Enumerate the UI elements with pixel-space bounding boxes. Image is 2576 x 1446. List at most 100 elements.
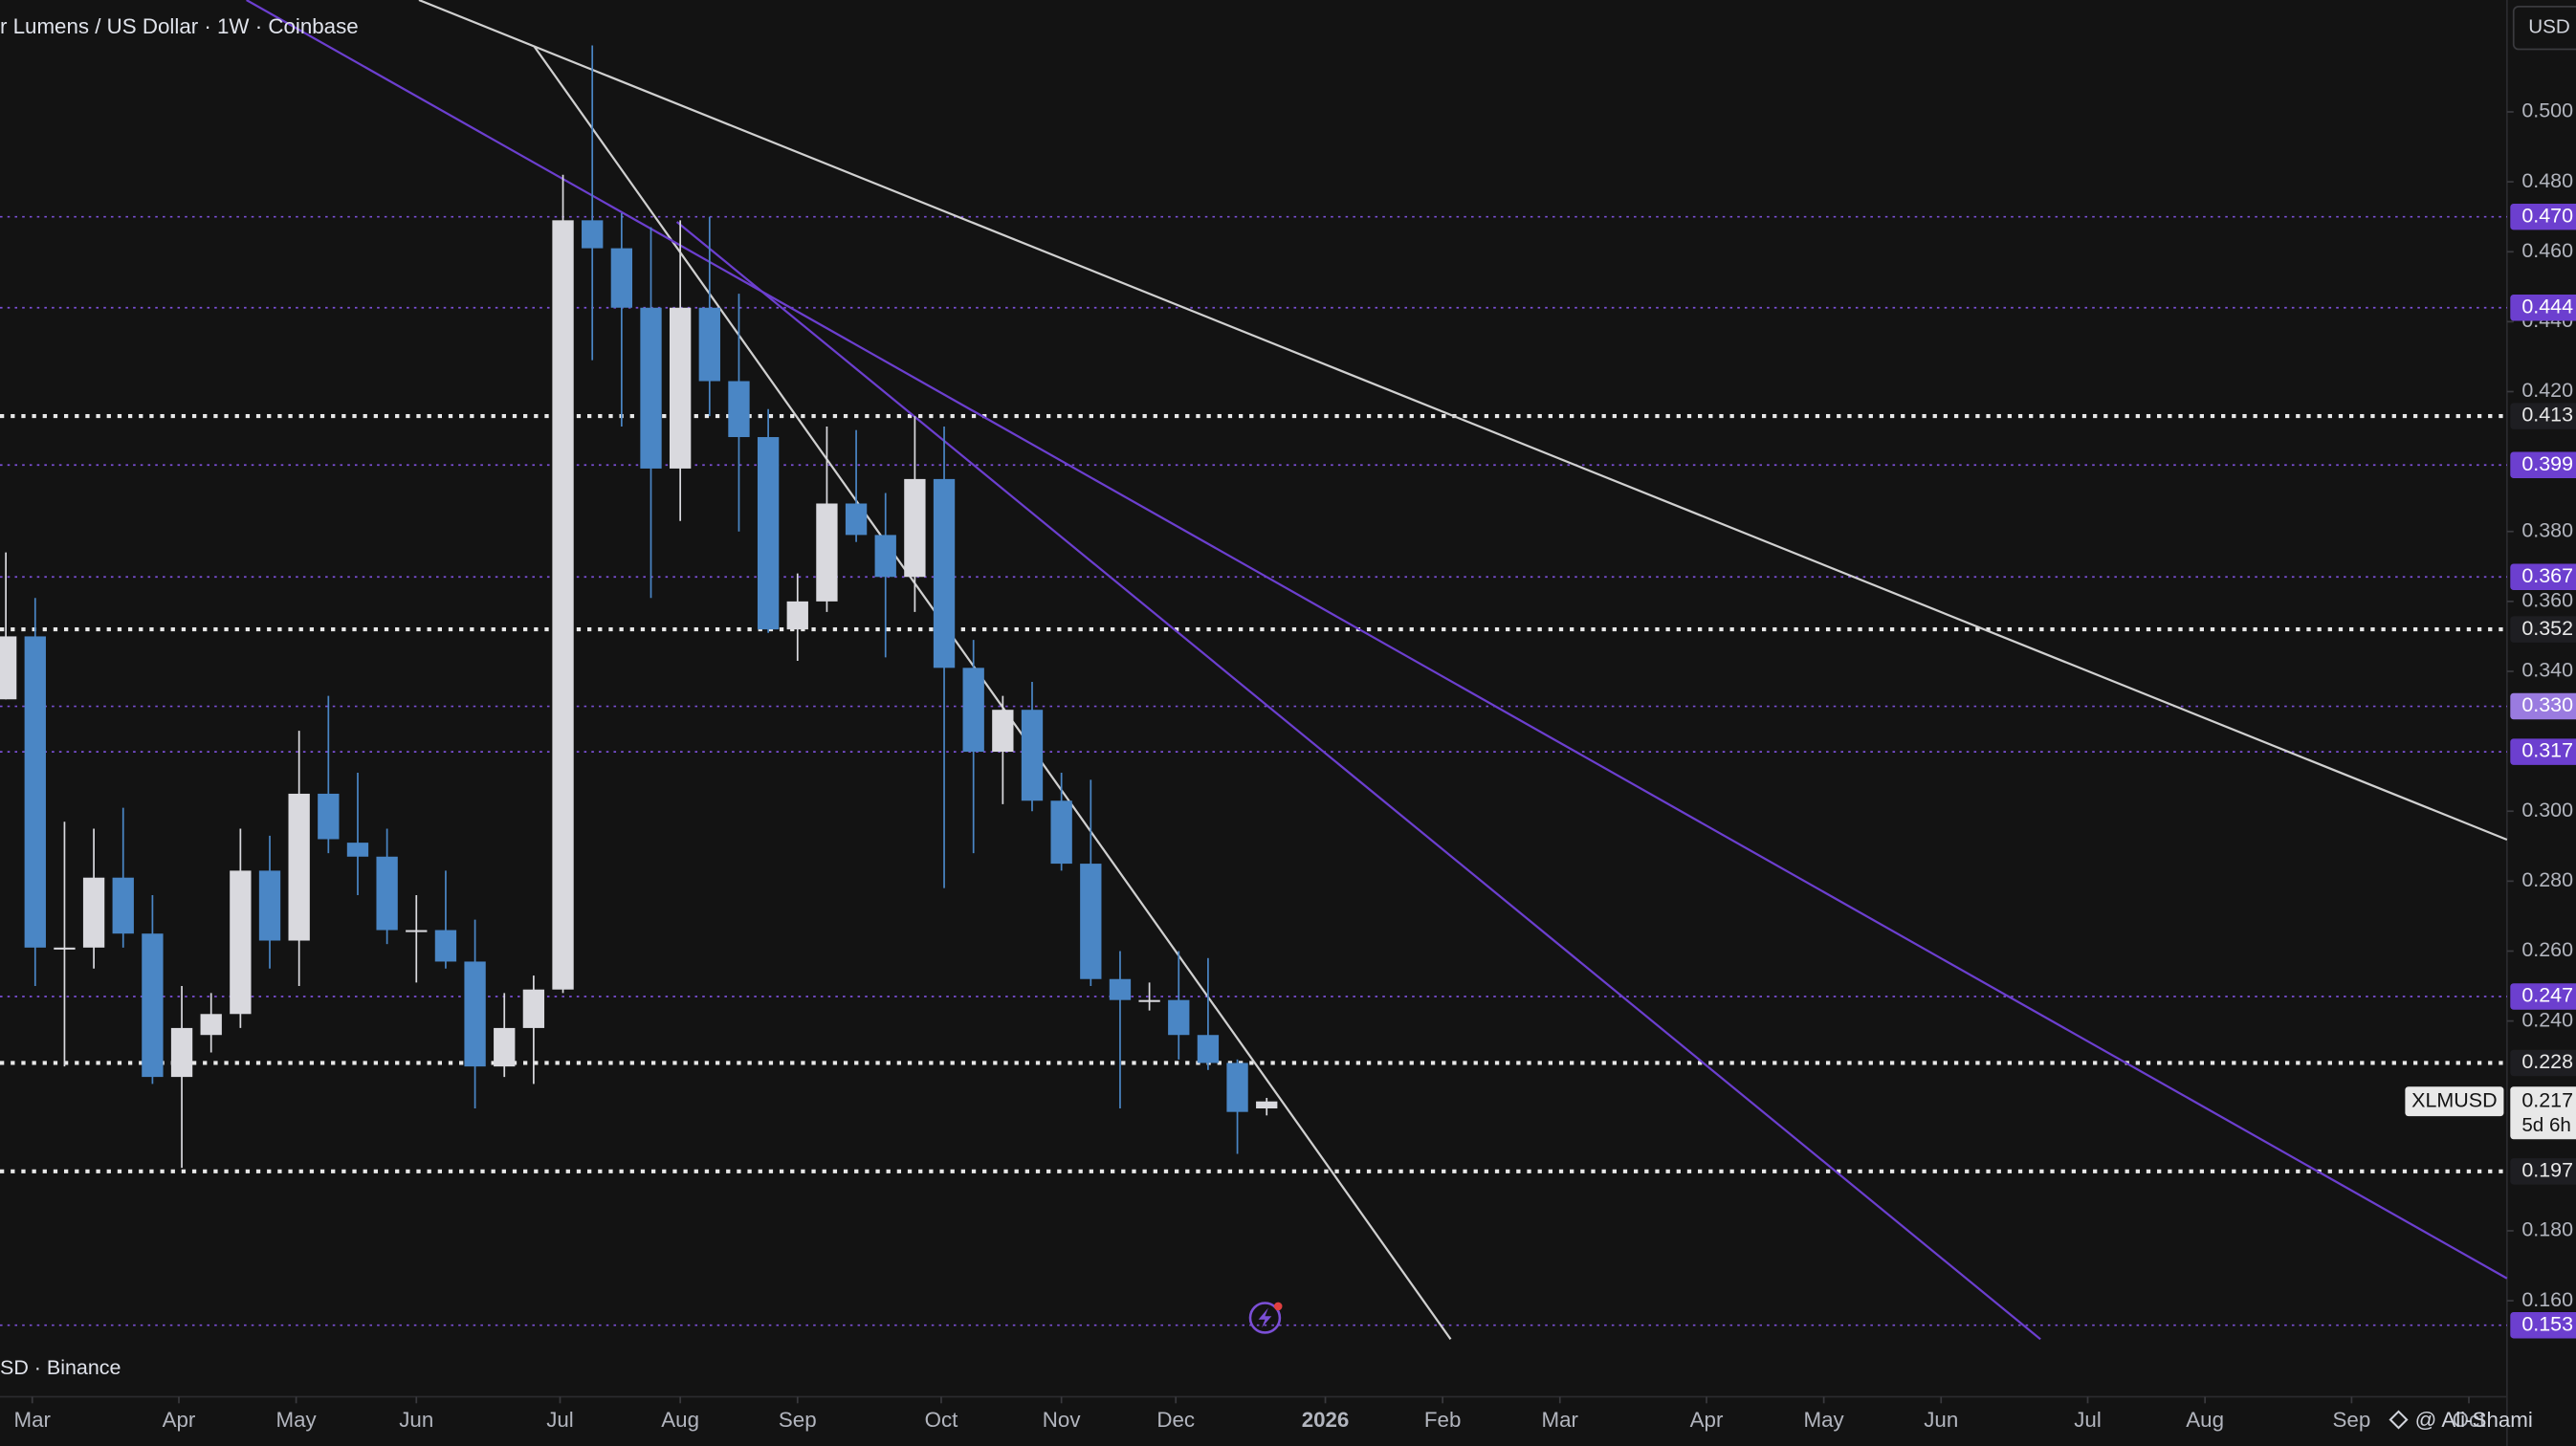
y-tick-label: 0.300 <box>2521 799 2573 822</box>
candle-body <box>874 535 896 578</box>
x-tick-label: 2026 <box>1302 1408 1350 1432</box>
candle-body <box>933 478 956 668</box>
currency[interactable]: USD <box>2528 16 2570 38</box>
last-price-label: 0.217 <box>2521 1088 2573 1111</box>
candle-body <box>698 307 720 382</box>
currency-box[interactable] <box>2512 6 2576 51</box>
level-label: 0.197 <box>2521 1158 2573 1181</box>
y-tick-label: 0.160 <box>2521 1288 2573 1311</box>
level-label: 0.470 <box>2521 204 2573 227</box>
x-tick-label: Nov <box>1043 1408 1082 1432</box>
y-tick-label: 0.500 <box>2521 99 2573 122</box>
y-tick-label: 0.460 <box>2521 239 2573 262</box>
level-label-bg <box>2510 616 2576 643</box>
x-tick-label: Oct <box>925 1408 959 1432</box>
level-label-bg <box>2510 738 2576 765</box>
candle-body <box>1021 710 1044 801</box>
alert-circle[interactable] <box>1248 1302 1282 1334</box>
x-tick-label: May <box>1804 1408 1845 1432</box>
watermark: @ Ali-Shami <box>2415 1408 2533 1432</box>
candle-body <box>962 668 984 753</box>
candle-body <box>757 437 780 630</box>
candle-body <box>170 1027 193 1078</box>
level-label-bg <box>2510 1049 2576 1077</box>
level-label: 0.352 <box>2521 617 2573 640</box>
x-tick-label: Mar <box>1542 1408 1579 1432</box>
symbol-tag-bg <box>2405 1086 2504 1117</box>
level-label: 0.444 <box>2521 295 2573 318</box>
y-tick-label: 0.240 <box>2521 1008 2573 1031</box>
last-price-bg <box>2510 1086 2576 1140</box>
x-tick-label: Mar <box>13 1408 51 1432</box>
candle-body <box>1138 999 1160 1002</box>
levels <box>0 215 2507 1326</box>
x-tick-label: Aug <box>661 1408 699 1432</box>
candle-body <box>786 601 808 630</box>
alert-icon[interactable] <box>1248 1302 1283 1334</box>
settings-icon[interactable] <box>2389 1410 2409 1430</box>
x-tick-label: Jul <box>2074 1408 2102 1432</box>
trend-line <box>418 0 2508 842</box>
level-label: 0.399 <box>2521 452 2573 475</box>
x-tick-label: Apr <box>1690 1408 1724 1432</box>
x-tick-label: Sep <box>2333 1408 2371 1432</box>
candle-body <box>200 1014 222 1036</box>
candles <box>0 45 1278 1169</box>
x-tick-label: Jun <box>1924 1408 1958 1432</box>
level-label: 0.153 <box>2521 1312 2573 1335</box>
level-label: 0.413 <box>2521 404 2573 427</box>
candle-body <box>1197 1035 1220 1063</box>
x-tick-label: Dec <box>1156 1408 1195 1432</box>
candle-body <box>669 307 692 469</box>
candle-body <box>1080 864 1102 979</box>
candle-body <box>992 710 1014 753</box>
candle-body <box>406 930 428 932</box>
x-tick-label: Feb <box>1424 1408 1461 1432</box>
y-tick-label: 0.360 <box>2521 589 2573 612</box>
candle-body <box>288 793 310 941</box>
level-label-bg <box>2510 203 2576 230</box>
x-tick-label: Jul <box>546 1408 574 1432</box>
candle-body <box>1168 999 1190 1036</box>
candle-body <box>640 307 662 469</box>
x-tick-label: Oct <box>2453 1408 2487 1432</box>
countdown: 5d 6h <box>2521 1114 2571 1136</box>
candle-body <box>24 636 46 948</box>
level-label: 0.330 <box>2521 693 2573 716</box>
level-label: 0.367 <box>2521 564 2573 587</box>
trend-line <box>675 221 2041 1341</box>
level-label-bg <box>2510 294 2576 321</box>
candle-body <box>318 793 340 840</box>
y-tick-label: 0.340 <box>2521 659 2573 682</box>
x-tick-label: Jun <box>399 1408 433 1432</box>
candle-body <box>464 961 486 1067</box>
candle-body <box>1050 800 1072 865</box>
level-label-bg <box>2510 403 2576 429</box>
candle-body <box>258 870 281 941</box>
candle-body <box>904 478 926 578</box>
alert-dot[interactable] <box>1273 1302 1283 1311</box>
candle-body <box>376 856 398 931</box>
level-label: 0.317 <box>2521 739 2573 762</box>
trend-line <box>246 0 2508 1280</box>
y-tick-label: 0.180 <box>2521 1218 2573 1241</box>
y-tick-label: 0.280 <box>2521 868 2573 891</box>
level-label-bg <box>2510 983 2576 1010</box>
candle-body <box>816 503 838 602</box>
x-tick-label: Aug <box>2186 1408 2224 1432</box>
overlay-symbol: SD · Binance <box>0 1356 121 1379</box>
candle-body <box>845 503 868 536</box>
level-label-bg <box>2510 1311 2576 1339</box>
candle-body <box>112 877 134 934</box>
axes: 0.5000.4800.4600.4400.4200.3800.3600.340… <box>13 99 2576 1432</box>
x-tick-label: Apr <box>163 1408 196 1432</box>
candle-body <box>610 248 633 308</box>
alert-bolt[interactable] <box>1258 1307 1272 1328</box>
trend-lines <box>246 0 2508 1341</box>
trend-line <box>533 45 1452 1340</box>
candle-body <box>142 933 164 1078</box>
candle-body <box>728 381 750 438</box>
y-tick-label: 0.260 <box>2521 938 2573 961</box>
candle-body <box>434 930 457 962</box>
x-tick-label: Sep <box>779 1408 817 1432</box>
